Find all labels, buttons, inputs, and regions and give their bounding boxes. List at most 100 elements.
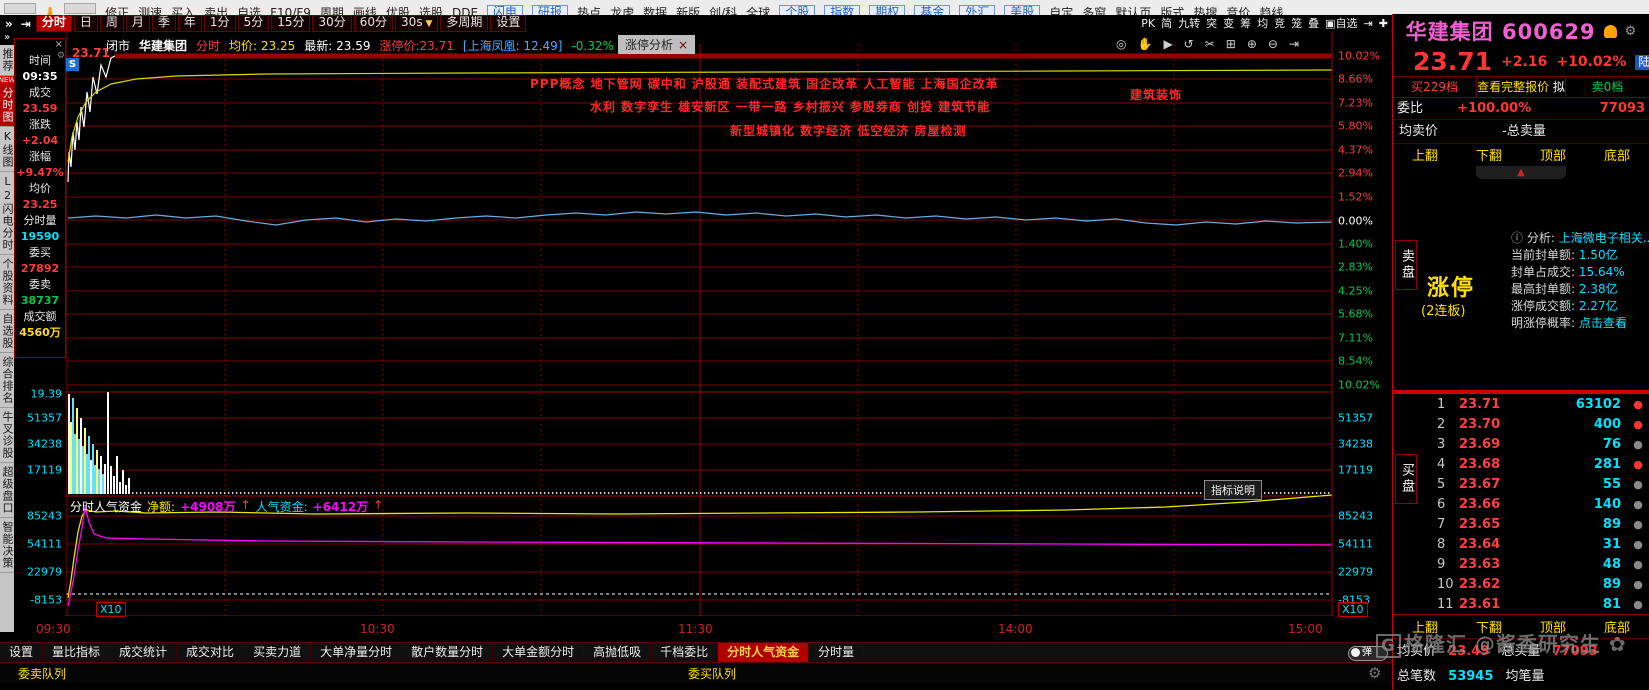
menu-item[interactable]: 卖出 xyxy=(204,6,229,16)
pager-顶部[interactable]: 顶部 xyxy=(1539,148,1566,164)
menu-button[interactable]: 闪电 xyxy=(487,5,524,15)
quick-item[interactable]: 筹 xyxy=(1240,16,1252,30)
indicator-tab-成交统计[interactable]: 成交统计 xyxy=(110,643,178,663)
menu-item[interactable]: 竞价 xyxy=(1226,6,1251,16)
jump-icon[interactable]: ⇥ xyxy=(20,16,31,31)
toolbar-button-placeholder[interactable] xyxy=(64,3,97,14)
sidebar-item-K线图[interactable]: K线图 xyxy=(0,127,14,172)
sidebar-item-L2闪电分时[interactable]: L2闪电分时 xyxy=(0,172,14,255)
menu-item[interactable]: 测速 xyxy=(138,6,163,16)
compare-stock-text[interactable]: [上海凤凰: 12.49] xyxy=(462,39,563,53)
menu-item[interactable]: 创/科 xyxy=(709,6,738,16)
indicator-tab-量比指标[interactable]: 量比指标 xyxy=(43,643,111,663)
menu-item[interactable]: 自定 xyxy=(1049,6,1074,16)
quick-item[interactable]: 均 xyxy=(1257,16,1269,30)
buy-queue-label[interactable]: 委买队列 xyxy=(688,667,737,681)
sidebar-item-超级盘口[interactable]: 超级盘口 xyxy=(0,463,14,518)
sidebar-item-分时图[interactable]: 分时图 xyxy=(0,84,14,127)
close-icon[interactable]: × xyxy=(54,39,63,50)
scissors-icon[interactable]: ✂ xyxy=(1204,37,1215,51)
settings-gear-icon[interactable]: ⚙ xyxy=(1368,664,1382,682)
next-icon[interactable]: ⇥ xyxy=(1288,37,1300,51)
quick-item[interactable]: PK xyxy=(1141,16,1156,30)
market-button[interactable]: 指数 xyxy=(824,5,861,15)
order-book-row[interactable]: 8 23.64 31 ● xyxy=(1419,534,1649,554)
menu-item[interactable]: DDE xyxy=(451,6,479,16)
sidebar-item-个股资料[interactable]: 个股资料 xyxy=(0,255,14,310)
quick-item[interactable]: ⇥ xyxy=(1363,16,1373,30)
sell-tab[interactable]: 卖盘 xyxy=(1395,240,1417,290)
play-icon[interactable]: ▶ xyxy=(1163,37,1173,51)
indicator-tab-成交对比[interactable]: 成交对比 xyxy=(177,643,245,663)
indicator-tab-大单金额分时[interactable]: 大单金额分时 xyxy=(493,643,585,663)
analysis-value[interactable]: 上海微电子相关.. xyxy=(1558,231,1649,245)
menu-item[interactable]: 优股 xyxy=(385,6,410,16)
order-book-row[interactable]: 4 23.68 281 ● xyxy=(1419,454,1649,474)
period-tab-60分[interactable]: 60分 xyxy=(353,15,394,32)
order-book-row[interactable]: 6 23.66 140 ● xyxy=(1419,494,1649,514)
close-icon[interactable]: × xyxy=(678,38,689,52)
indicator-tab-买卖力道[interactable]: 买卖力道 xyxy=(244,643,312,663)
pager-上翻[interactable]: 上翻 xyxy=(1411,148,1438,164)
popup-toggle[interactable]: 弹 xyxy=(1348,646,1388,661)
menu-item[interactable]: 数据 xyxy=(643,6,668,16)
indicator-tab-千档委比[interactable]: 千档委比 xyxy=(651,643,719,663)
period-tab-年[interactable]: 年 xyxy=(177,15,202,32)
menu-item[interactable]: F10/F9 xyxy=(270,6,311,16)
market-button[interactable]: 外汇 xyxy=(959,5,996,15)
lock-icon[interactable]: ⊞ xyxy=(1225,37,1236,51)
period-tab-多周期[interactable]: 多周期 xyxy=(440,15,489,32)
order-book-row[interactable]: 1 23.71 63102 ● xyxy=(1419,394,1649,414)
order-book-row[interactable]: 2 23.70 400 ● xyxy=(1419,414,1649,434)
sell-queue-label[interactable]: 委卖队列 xyxy=(18,667,67,681)
sidebar-collapse-icon[interactable]: » xyxy=(0,32,14,45)
menu-item[interactable]: 修正 xyxy=(105,6,130,16)
indicator-tab-高抛低吸[interactable]: 高抛低吸 xyxy=(584,643,652,663)
collapse-chevron-icon[interactable]: ▲ xyxy=(1476,166,1566,179)
toolbar-button-placeholder[interactable] xyxy=(4,3,36,14)
gear-icon[interactable]: ⚙ xyxy=(1624,23,1637,39)
menu-item[interactable]: 多窗 xyxy=(1082,6,1107,16)
sidebar-item-智能决策[interactable]: 智能决策 xyxy=(0,518,14,573)
buy-levels-button[interactable]: 买229档 xyxy=(1393,77,1478,97)
order-book-row[interactable]: 7 23.65 89 ● xyxy=(1419,514,1649,534)
menu-item[interactable]: 新版 xyxy=(676,6,701,16)
gear-icon[interactable]: ⚙ xyxy=(56,51,65,61)
menu-item[interactable]: 选股 xyxy=(418,6,443,16)
indicator-tab-设置[interactable]: 设置 xyxy=(0,643,44,663)
market-button[interactable]: 基金 xyxy=(914,5,951,15)
quick-item[interactable]: 叠 xyxy=(1308,16,1320,30)
indicator-tab-散户数量分时[interactable]: 散户数量分时 xyxy=(402,643,494,663)
menu-item[interactable]: 买入 xyxy=(171,6,196,16)
quick-item[interactable]: ▣自选 xyxy=(1325,16,1358,30)
limit-analysis-tab[interactable]: 涨停分析 × xyxy=(618,35,696,54)
menu-button[interactable]: 研报 xyxy=(532,5,569,15)
period-tab-季[interactable]: 季 xyxy=(151,15,176,32)
zoom-out-icon[interactable]: ⊖ xyxy=(1267,37,1278,51)
market-button[interactable]: 期权 xyxy=(869,5,906,15)
order-book-row[interactable]: 5 23.67 55 ● xyxy=(1419,474,1649,494)
buy-tab[interactable]: 买盘 xyxy=(1395,454,1417,504)
indicator-tab-分时人气资金[interactable]: 分时人气资金 xyxy=(718,643,810,663)
period-tab-周[interactable]: 周 xyxy=(99,15,124,32)
sidebar-item-牛叉诊股[interactable]: 牛叉诊股 xyxy=(0,408,14,463)
menu-item[interactable]: 热点 xyxy=(577,6,602,16)
eye-icon[interactable]: ◎ xyxy=(1116,37,1127,51)
market-button[interactable]: 美股 xyxy=(1004,5,1041,15)
quick-item[interactable]: ✚ xyxy=(1378,16,1388,30)
hand-icon[interactable]: ✋ xyxy=(1137,37,1153,51)
quick-item[interactable]: 变 xyxy=(1223,16,1235,30)
quick-item[interactable]: 笼 xyxy=(1291,16,1303,30)
indicator-tab-分时量[interactable]: 分时量 xyxy=(809,643,865,663)
menu-item[interactable]: 周期 xyxy=(319,6,344,16)
zoom-in-icon[interactable]: ⊕ xyxy=(1246,37,1257,51)
quick-item[interactable]: 突 xyxy=(1206,16,1218,30)
menu-item[interactable]: 自选 xyxy=(237,6,262,16)
order-book-row[interactable]: 10 23.62 89 ● xyxy=(1419,574,1649,594)
period-tab-1分[interactable]: 1分 xyxy=(203,15,236,32)
order-book-row[interactable]: 3 23.69 76 ● xyxy=(1419,434,1649,454)
pager-下翻[interactable]: 下翻 xyxy=(1475,148,1502,164)
period-tab-日[interactable]: 日 xyxy=(73,15,98,32)
period-tab-30分[interactable]: 30分 xyxy=(312,15,352,32)
pager-底部[interactable]: 底部 xyxy=(1603,621,1630,636)
